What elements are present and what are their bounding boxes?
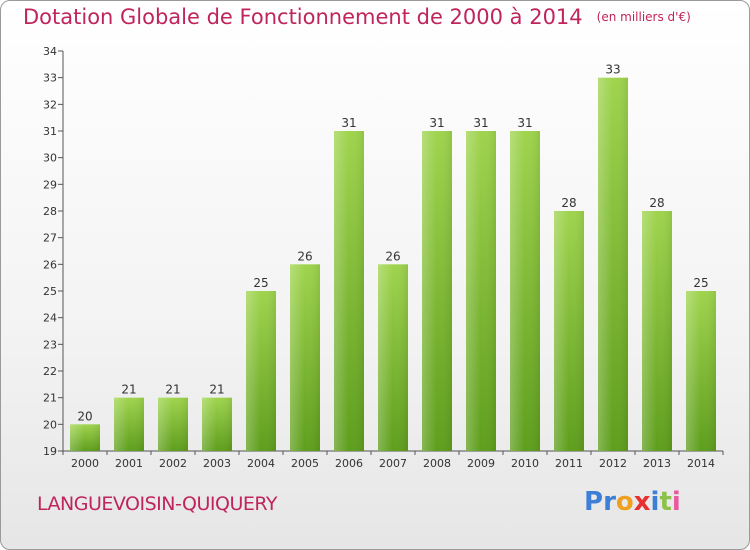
- bars: 20 21 21 21 25 26 31 26 31 31 31 28 33 28 25: [70, 63, 716, 452]
- bar-shade: [554, 211, 584, 451]
- y-tick-label: 19: [43, 445, 57, 458]
- y-tick-label: 22: [43, 365, 57, 378]
- chart-title: Dotation Globale de Fonctionnement de 20…: [23, 5, 691, 29]
- x-tick-label: 2006: [335, 457, 363, 470]
- x-tick-label: 2000: [71, 457, 99, 470]
- data-label: 31: [341, 116, 356, 130]
- data-label: 21: [165, 383, 180, 397]
- y-tick-label: 32: [43, 98, 57, 111]
- x-tick-label: 2014: [687, 457, 715, 470]
- bar-shade: [598, 77, 628, 452]
- unit-label: (en milliers d'€): [596, 10, 691, 24]
- data-label: 28: [561, 196, 576, 210]
- x-tick-label: 2009: [467, 457, 495, 470]
- y-tick-label: 34: [43, 45, 57, 58]
- y-tick-label: 20: [43, 418, 57, 431]
- bar-shade: [70, 424, 100, 451]
- y-tick-label: 33: [43, 72, 57, 85]
- x-tick-label: 2004: [247, 457, 275, 470]
- y-tick-label: 26: [43, 258, 57, 271]
- bar-shade: [642, 211, 672, 451]
- y-tick-label: 24: [43, 312, 57, 325]
- x-tick-label: 2008: [423, 457, 451, 470]
- data-label: 28: [649, 196, 664, 210]
- x-tick-label: 2011: [555, 457, 583, 470]
- bar-shade: [510, 131, 540, 451]
- logo-letter: P: [584, 487, 604, 517]
- y-tick-label: 28: [43, 205, 57, 218]
- logo-letter: o: [615, 487, 634, 517]
- x-tick-label: 2012: [599, 457, 627, 470]
- data-label: 21: [209, 383, 224, 397]
- y-tick-label: 21: [43, 392, 57, 405]
- bar-shade: [378, 264, 408, 451]
- data-label: 20: [77, 409, 92, 423]
- bar-shade: [334, 131, 364, 451]
- data-label: 25: [693, 276, 708, 290]
- logo-letter: x: [633, 487, 651, 517]
- y-tick-label: 31: [43, 125, 57, 138]
- bar-shade: [686, 291, 716, 451]
- proxiti-logo: Proxiti: [584, 487, 681, 517]
- logo-letter: t: [659, 487, 672, 517]
- logo-letter: i: [671, 487, 681, 517]
- x-tick-label: 2007: [379, 457, 407, 470]
- x-tick-label: 2003: [203, 457, 231, 470]
- y-tick-label: 27: [43, 232, 57, 245]
- bar-shade: [422, 131, 452, 451]
- data-label: 21: [121, 383, 136, 397]
- bar-shade: [246, 291, 276, 451]
- bar-shade: [114, 397, 144, 451]
- data-label: 31: [517, 116, 532, 130]
- y-tick-label: 29: [43, 178, 57, 191]
- data-label: 26: [297, 249, 312, 263]
- x-tick-label: 2013: [643, 457, 671, 470]
- bar-shade: [466, 131, 496, 451]
- x-tick-label: 2010: [511, 457, 539, 470]
- commune-name: LANGUEVOISIN-QUIQUERY: [37, 493, 277, 515]
- title-text: Dotation Globale de Fonctionnement de 20…: [23, 5, 583, 29]
- data-label: 31: [473, 116, 488, 130]
- x-tick-label: 2001: [115, 457, 143, 470]
- y-tick-label: 25: [43, 285, 57, 298]
- x-tick-label: 2002: [159, 457, 187, 470]
- axes: 19 20 21 22 23 24 25 26 27 28 29 30 31 32 33 34 2000 2001…: [43, 45, 724, 470]
- y-tick-label: 30: [43, 152, 57, 165]
- logo-letter: r: [603, 487, 616, 517]
- data-label: 25: [253, 276, 268, 290]
- logo-letter: i: [650, 487, 660, 517]
- data-label: 33: [605, 63, 620, 77]
- bar-shade: [290, 264, 320, 451]
- y-tick-label: 23: [43, 338, 57, 351]
- data-label: 31: [429, 116, 444, 130]
- bar-shade: [158, 397, 188, 451]
- x-tick-label: 2005: [291, 457, 319, 470]
- bar-shade: [202, 397, 232, 451]
- data-label: 26: [385, 249, 400, 263]
